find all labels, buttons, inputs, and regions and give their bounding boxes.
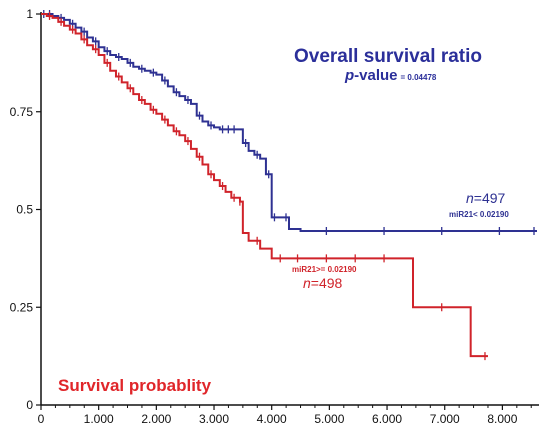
x-tick-label: 8.000: [487, 412, 517, 426]
axes: [40, 12, 539, 406]
p-value-label: p-value = 0.04478: [344, 67, 437, 84]
y-tick-label: 0.75: [10, 105, 34, 119]
n-prefix-low: n: [466, 190, 474, 206]
series-layer: [41, 10, 537, 361]
group-label-low: miR21< 0.02190: [449, 210, 509, 219]
x-tick-label: 2.000: [141, 412, 171, 426]
n-label-high: n=498: [303, 275, 343, 291]
x-ticks: 0 1.000 2.000 3.000 4.000 5.000 6.000 7.000 8.00…: [38, 405, 532, 426]
n-label-low: n=497: [466, 190, 506, 206]
x-tick-label: 0: [38, 412, 45, 426]
y-axis-label: Survival probablity: [58, 376, 212, 395]
n-prefix-high: n: [303, 275, 311, 291]
p-value-number: = 0.04478: [401, 73, 437, 82]
y-tick-label: 0.5: [16, 203, 33, 217]
p-value-prefix: p: [344, 67, 354, 84]
group-label-high: miR21>= 0.02190: [292, 265, 357, 274]
x-tick-label: 3.000: [199, 412, 229, 426]
n-value-low: =497: [474, 190, 506, 206]
y-tick-label: 1: [26, 7, 33, 21]
y-tick-label: 0.25: [10, 300, 34, 314]
y-ticks: 0 0.25 0.5 0.75 1: [10, 7, 41, 412]
x-tick-label: 4.000: [257, 412, 287, 426]
x-tick-label: 6.000: [372, 412, 402, 426]
n-value-high: =498: [311, 275, 343, 291]
x-tick-label: 1.000: [84, 412, 114, 426]
chart-title: Overall survival ratio: [294, 46, 482, 67]
series-line-1: [41, 13, 488, 358]
x-tick-label: 7.000: [430, 412, 460, 426]
series-line-0: [41, 13, 537, 233]
x-tick-label: 5.000: [314, 412, 344, 426]
p-value-suffix: -value: [354, 67, 397, 84]
y-tick-label: 0: [26, 398, 33, 412]
